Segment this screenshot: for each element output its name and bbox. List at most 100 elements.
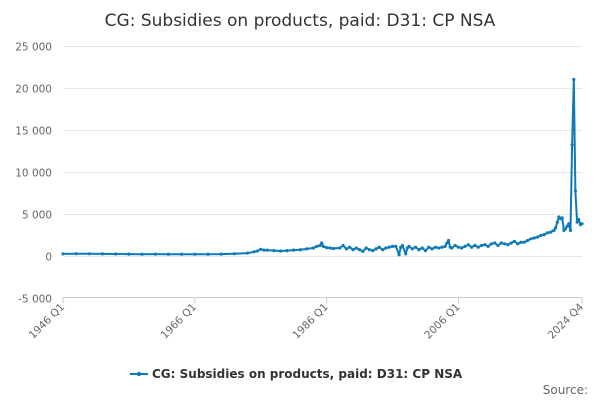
data-point[interactable]	[479, 243, 484, 248]
data-point[interactable]	[338, 246, 342, 250]
source-credit[interactable]: Source:	[543, 383, 588, 397]
data-point[interactable]	[331, 246, 335, 251]
data-point[interactable]	[532, 236, 536, 240]
data-point[interactable]	[542, 233, 546, 237]
data-point[interactable]	[554, 226, 558, 230]
data-point[interactable]	[219, 252, 223, 256]
data-point[interactable]	[374, 247, 378, 251]
data-point[interactable]	[193, 252, 197, 256]
data-point[interactable]	[321, 244, 325, 248]
data-point[interactable]	[417, 248, 421, 252]
data-point[interactable]	[509, 241, 513, 245]
data-point[interactable]	[400, 243, 404, 248]
data-point[interactable]	[410, 247, 414, 251]
data-point[interactable]	[423, 249, 428, 253]
data-point[interactable]	[394, 244, 398, 248]
data-point[interactable]	[354, 246, 358, 250]
data-point[interactable]	[127, 252, 131, 256]
data-point[interactable]	[367, 248, 372, 252]
data-point[interactable]	[140, 252, 144, 256]
data-point[interactable]	[166, 252, 170, 256]
data-point[interactable]	[427, 245, 431, 249]
data-point[interactable]	[387, 245, 391, 249]
data-point[interactable]	[499, 241, 503, 245]
data-point[interactable]	[555, 220, 559, 224]
data-point[interactable]	[483, 243, 487, 247]
data-point[interactable]	[315, 244, 319, 248]
data-point[interactable]	[232, 252, 236, 256]
data-point[interactable]	[580, 222, 584, 226]
data-point[interactable]	[420, 246, 424, 250]
data-point[interactable]	[493, 241, 497, 245]
data-point[interactable]	[539, 233, 543, 238]
data-point[interactable]	[486, 244, 490, 248]
data-point[interactable]	[430, 247, 434, 251]
data-point[interactable]	[305, 247, 309, 251]
data-point[interactable]	[496, 243, 500, 248]
series-line[interactable]	[62, 78, 583, 256]
data-point[interactable]	[489, 242, 493, 246]
data-point[interactable]	[278, 249, 283, 253]
data-point[interactable]	[433, 245, 437, 249]
data-point[interactable]	[407, 244, 411, 248]
data-point[interactable]	[446, 238, 451, 243]
data-point[interactable]	[341, 243, 345, 248]
data-point[interactable]	[397, 253, 401, 257]
data-point[interactable]	[560, 216, 564, 220]
data-point[interactable]	[476, 245, 480, 249]
data-point[interactable]	[575, 220, 579, 224]
data-point[interactable]	[318, 243, 322, 248]
data-point[interactable]	[568, 228, 573, 232]
data-point[interactable]	[503, 242, 507, 246]
data-point[interactable]	[351, 248, 355, 252]
data-point[interactable]	[440, 245, 444, 249]
data-point[interactable]	[463, 244, 467, 248]
data-point[interactable]	[272, 249, 276, 253]
data-point[interactable]	[153, 252, 157, 256]
data-point[interactable]	[87, 252, 91, 256]
data-point[interactable]	[460, 246, 464, 250]
data-point[interactable]	[473, 243, 477, 248]
data-point[interactable]	[563, 227, 568, 231]
data-point[interactable]	[344, 247, 348, 251]
data-point[interactable]	[565, 224, 569, 228]
data-point[interactable]	[545, 231, 550, 235]
data-point[interactable]	[61, 252, 65, 256]
data-point[interactable]	[390, 244, 395, 248]
data-point[interactable]	[506, 243, 510, 247]
data-point[interactable]	[512, 239, 517, 243]
data-point[interactable]	[549, 230, 553, 234]
data-point[interactable]	[325, 246, 329, 250]
data-point[interactable]	[443, 244, 447, 248]
data-point[interactable]	[311, 246, 315, 250]
data-point[interactable]	[320, 241, 324, 245]
data-point[interactable]	[535, 235, 540, 239]
data-point[interactable]	[348, 245, 352, 249]
data-point[interactable]	[371, 249, 375, 253]
data-point[interactable]	[453, 243, 457, 248]
data-point[interactable]	[567, 222, 571, 226]
data-point[interactable]	[358, 248, 362, 252]
data-point[interactable]	[450, 246, 454, 250]
data-point[interactable]	[404, 252, 408, 256]
data-point[interactable]	[285, 249, 289, 253]
data-point[interactable]	[526, 238, 530, 243]
data-point[interactable]	[577, 217, 581, 222]
data-point[interactable]	[255, 249, 259, 253]
data-point[interactable]	[384, 246, 388, 250]
data-point[interactable]	[206, 252, 210, 256]
data-point[interactable]	[529, 237, 533, 241]
data-point[interactable]	[364, 246, 368, 250]
data-point[interactable]	[292, 248, 296, 252]
data-point[interactable]	[114, 252, 118, 256]
data-point[interactable]	[573, 189, 578, 193]
data-point[interactable]	[516, 242, 520, 246]
data-point[interactable]	[470, 245, 474, 249]
data-point[interactable]	[522, 240, 526, 244]
data-point[interactable]	[466, 243, 470, 247]
data-point[interactable]	[519, 240, 523, 244]
data-point[interactable]	[74, 252, 78, 256]
data-point[interactable]	[414, 245, 418, 249]
data-point[interactable]	[361, 249, 365, 253]
data-point[interactable]	[252, 250, 256, 254]
